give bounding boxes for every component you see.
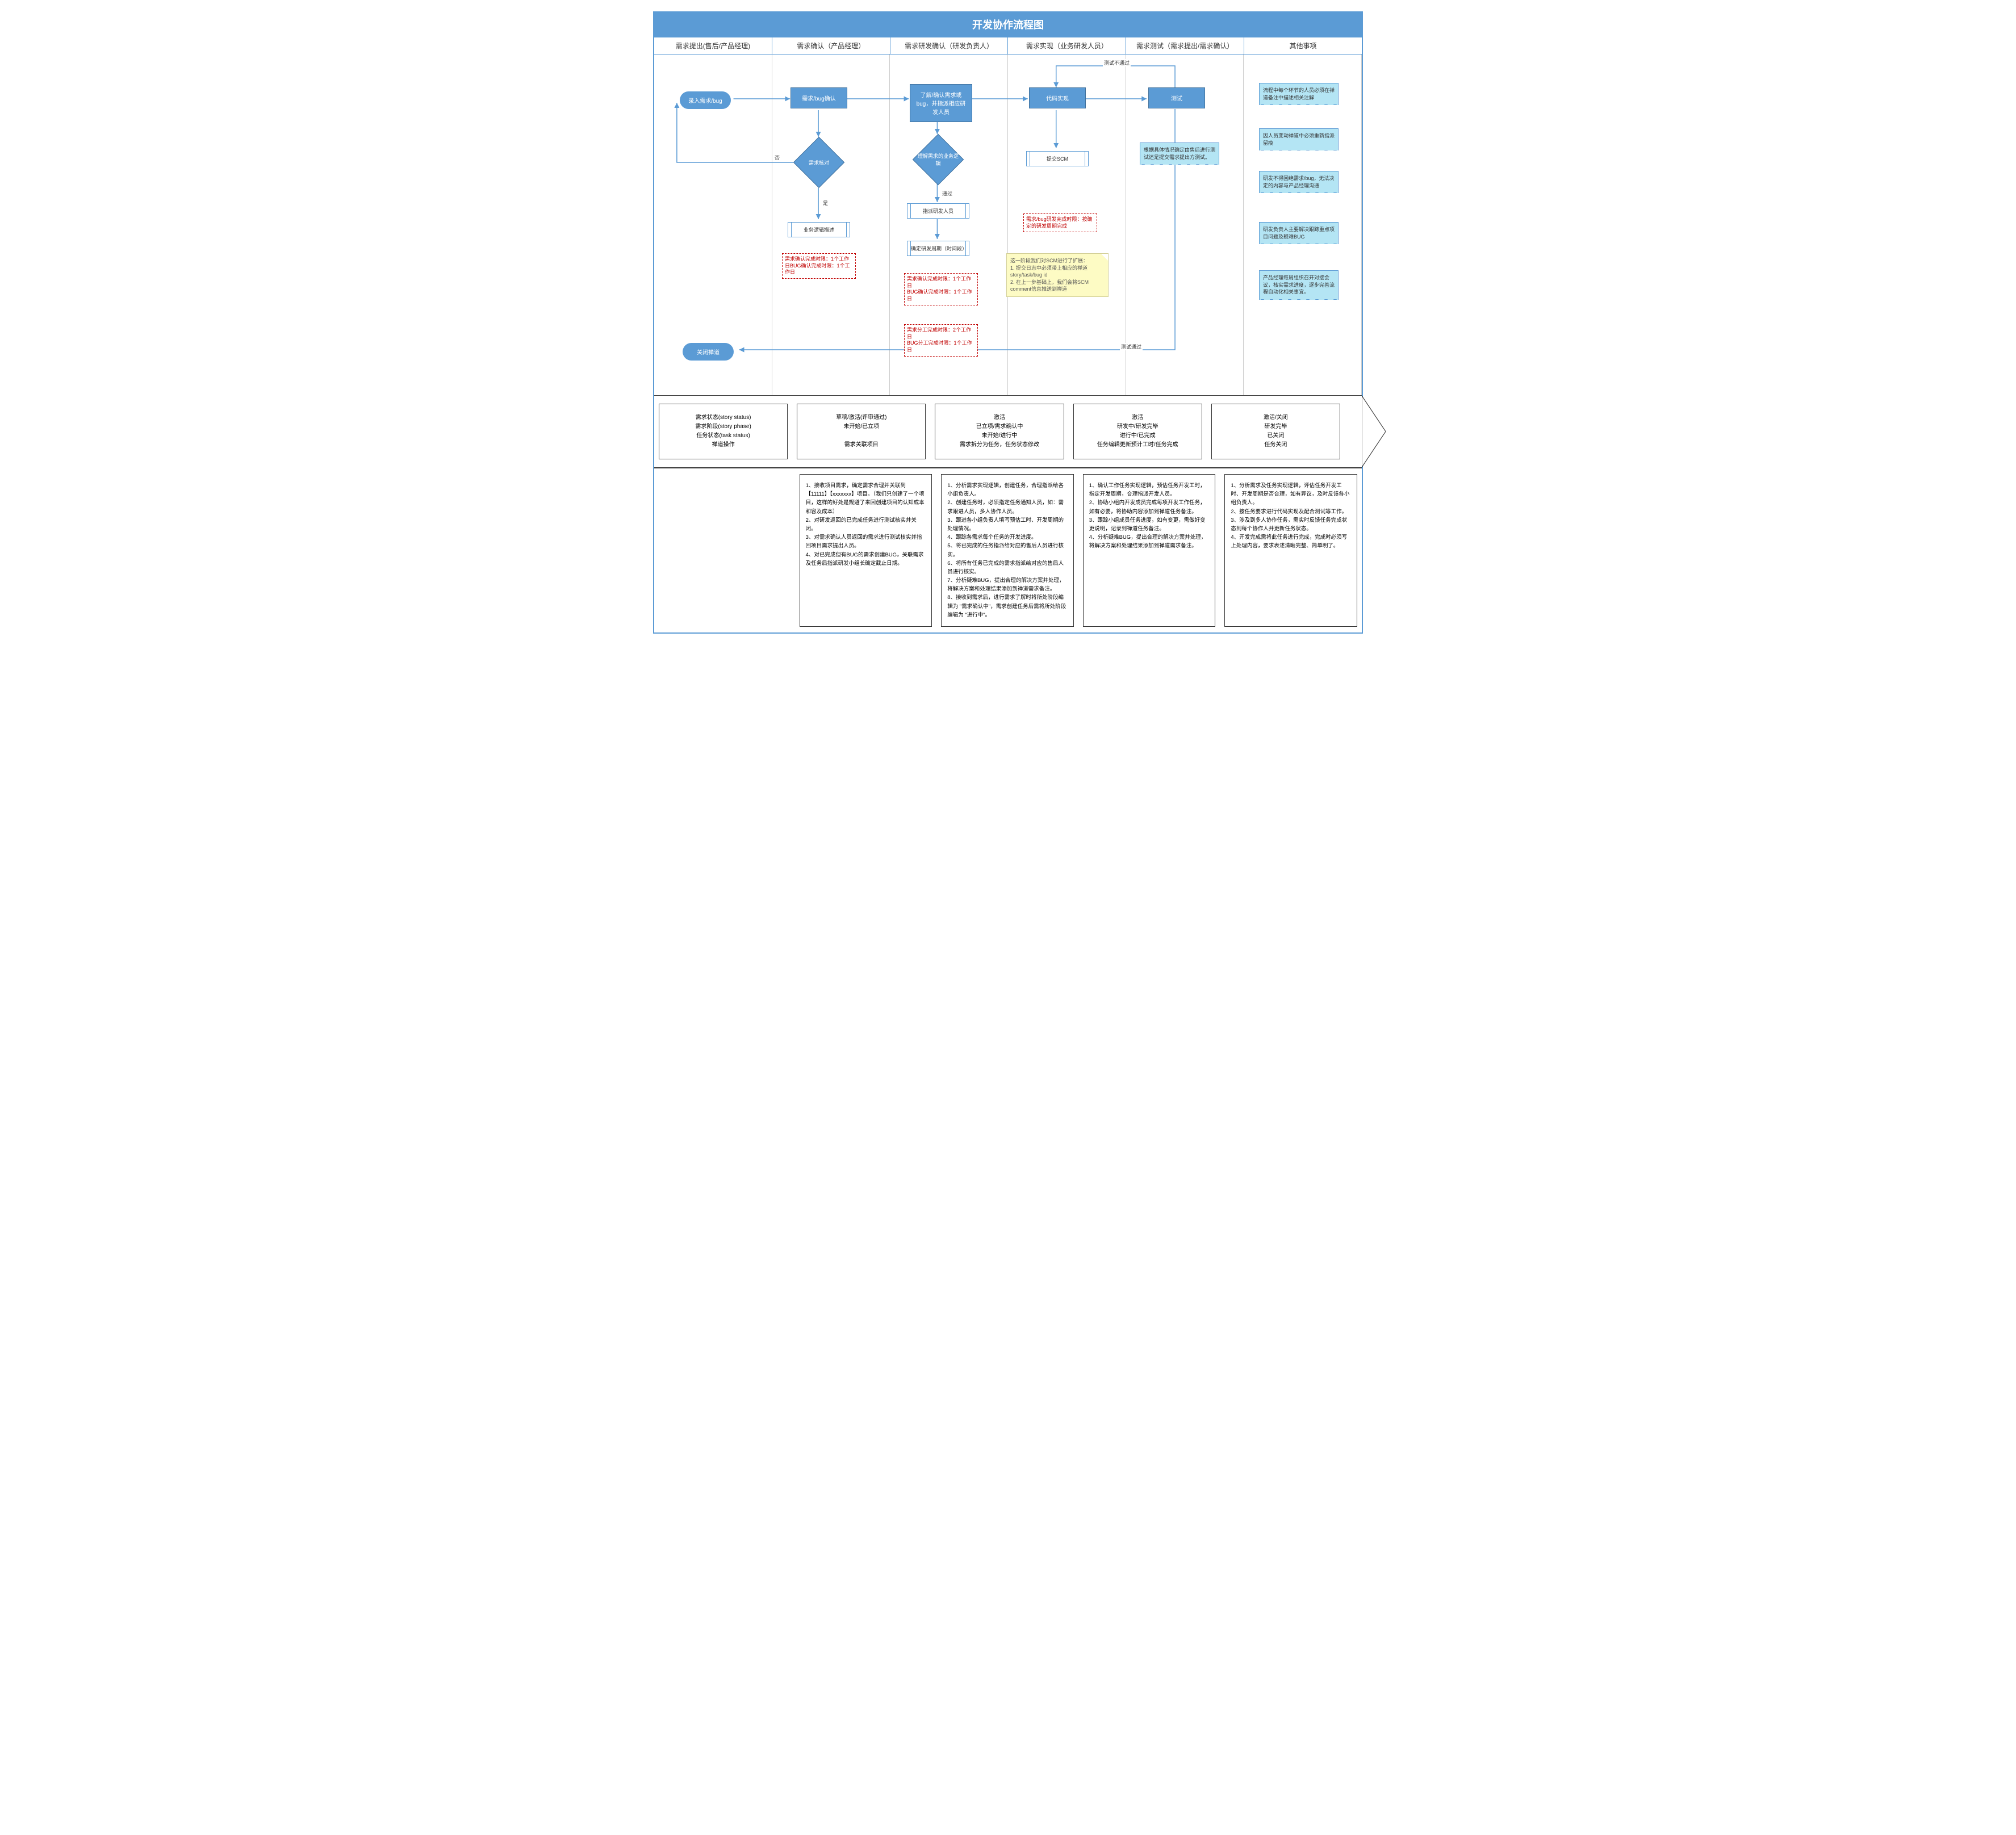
bizlogic-decision: 理解需求的业务逻辑 <box>913 134 964 185</box>
guide-0 <box>659 474 790 627</box>
start-node: 录入需求/bug <box>680 91 731 109</box>
status-0: 需求状态(story status) 需求阶段(story phase) 任务状… <box>659 404 788 459</box>
period-node: 确定研发周期（时间段） <box>907 241 969 256</box>
red-note-2: 需求确认完成时限：1个工作日 BUG确认完成时限：1个工作日 <box>904 273 978 305</box>
arrow-cap <box>1362 396 1386 467</box>
status-2: 激活 已立项/需求确认中 未开始/进行中 需求拆分为任务，任务状态修改 <box>935 404 1064 459</box>
lane-headers: 需求提出(售后/产品经理) 需求确认（产品经理） 需求研发确认（研发负责人） 需… <box>654 37 1362 55</box>
side-note-5: 产品经理每周组织召开对接会议，核实需求进度，逐步完善流程自动化相关事宜。 <box>1259 270 1339 300</box>
side-note-4: 研发负责人主要解决跟踪重点项目问题及疑难BUG <box>1259 222 1339 244</box>
label-testpass: 测试通过 <box>1120 343 1143 350</box>
code-node: 代码实现 <box>1029 87 1086 108</box>
lane-head-3: 需求实现（业务研发人员） <box>1008 37 1126 54</box>
guide-4: 1、分析需求及任务实现逻辑，评估任务开发工时、开发周期是否合理，如有异议，及时反… <box>1224 474 1357 627</box>
guide-1: 1、接收项目需求，确定需求合理并关联到【11111】【xxxxxxx】项目。（我… <box>800 474 932 627</box>
assign-node: 指派研发人员 <box>907 203 969 219</box>
label-testfail: 测试不通过 <box>1103 59 1131 66</box>
lane-head-0: 需求提出(售后/产品经理) <box>654 37 772 54</box>
understand-node: 了解/确认需求或bug，并指派相应研发人员 <box>910 84 972 122</box>
flowchart-container: 开发协作流程图 需求提出(售后/产品经理) 需求确认（产品经理） 需求研发确认（… <box>653 11 1363 634</box>
label-yes: 是 <box>822 199 829 207</box>
side-note-1: 流程中每个环节的人员必须在禅道备注中描述相关注解 <box>1259 83 1339 105</box>
status-4: 激活/关闭 研发完毕 已关闭 任务关闭 <box>1211 404 1340 459</box>
side-note-2: 因人员变动禅道中必须重新指派留痕 <box>1259 128 1339 150</box>
check-decision: 需求核对 <box>793 137 844 188</box>
red-note-4: 需求/bug研发完成时限：按确定的研发周期完成 <box>1023 213 1097 232</box>
red-note-1: 需求确认完成时限：1个工作日BUG确认完成时限：1个工作日 <box>782 253 856 279</box>
logic-node: 业务逻辑描述 <box>788 222 850 237</box>
status-1: 草稿/激活(评审通过) 未开始/已立项 需求关联项目 <box>797 404 926 459</box>
side-note-3: 研发不得回绝需求/bug，无法决定的内容与产品经理沟通 <box>1259 171 1339 193</box>
lane-head-1: 需求确认（产品经理） <box>772 37 890 54</box>
guide-2: 1、分析需求实现逻辑，创建任务，合理指派给各小组负责人。 2、创建任务时，必须指… <box>941 474 1074 627</box>
diagram-title: 开发协作流程图 <box>654 12 1362 37</box>
close-node: 关闭禅道 <box>683 343 734 361</box>
label-pass: 通过 <box>941 190 953 197</box>
lane-head-5: 其他事项 <box>1244 37 1362 54</box>
status-3: 激活 研发中/研发完毕 进行中/已完成 任务编辑更新预计工时/任务完成 <box>1073 404 1202 459</box>
sticky-note: 这一阶段我们对SCM进行了扩展： 1. 提交日志中必须带上相应的禅道story/… <box>1006 253 1109 297</box>
bizlogic-label: 理解需求的业务逻辑 <box>915 152 961 167</box>
red-note-3: 需求分工完成时限：2个工作日 BUG分工完成时限：1个工作日 <box>904 324 978 357</box>
swimlane-area: 录入需求/bug 关闭禅道 需求/bug确认 需求核对 业务逻辑描述 需求确认完… <box>654 55 1362 395</box>
check-label: 需求核对 <box>796 159 842 166</box>
lane-head-2: 需求研发确认（研发负责人） <box>890 37 1009 54</box>
test-note: 根据具体情况确定由售后进行测试还是提交需求提出方测试。 <box>1140 143 1219 165</box>
lane-head-4: 需求测试（需求提出/需求确认） <box>1126 37 1244 54</box>
confirm-node: 需求/bug确认 <box>790 87 847 108</box>
test-node: 测试 <box>1148 87 1205 108</box>
guide-3: 1、确认工作任务实现逻辑，预估任务开发工时，指定开发周期，合理指派开发人员。 2… <box>1083 474 1216 627</box>
status-row: 需求状态(story status) 需求阶段(story phase) 任务状… <box>654 395 1362 468</box>
scm-node: 提交SCM <box>1026 151 1089 166</box>
label-no: 否 <box>773 154 781 161</box>
guide-row: 1、接收项目需求，确定需求合理并关联到【11111】【xxxxxxx】项目。（我… <box>654 468 1362 632</box>
